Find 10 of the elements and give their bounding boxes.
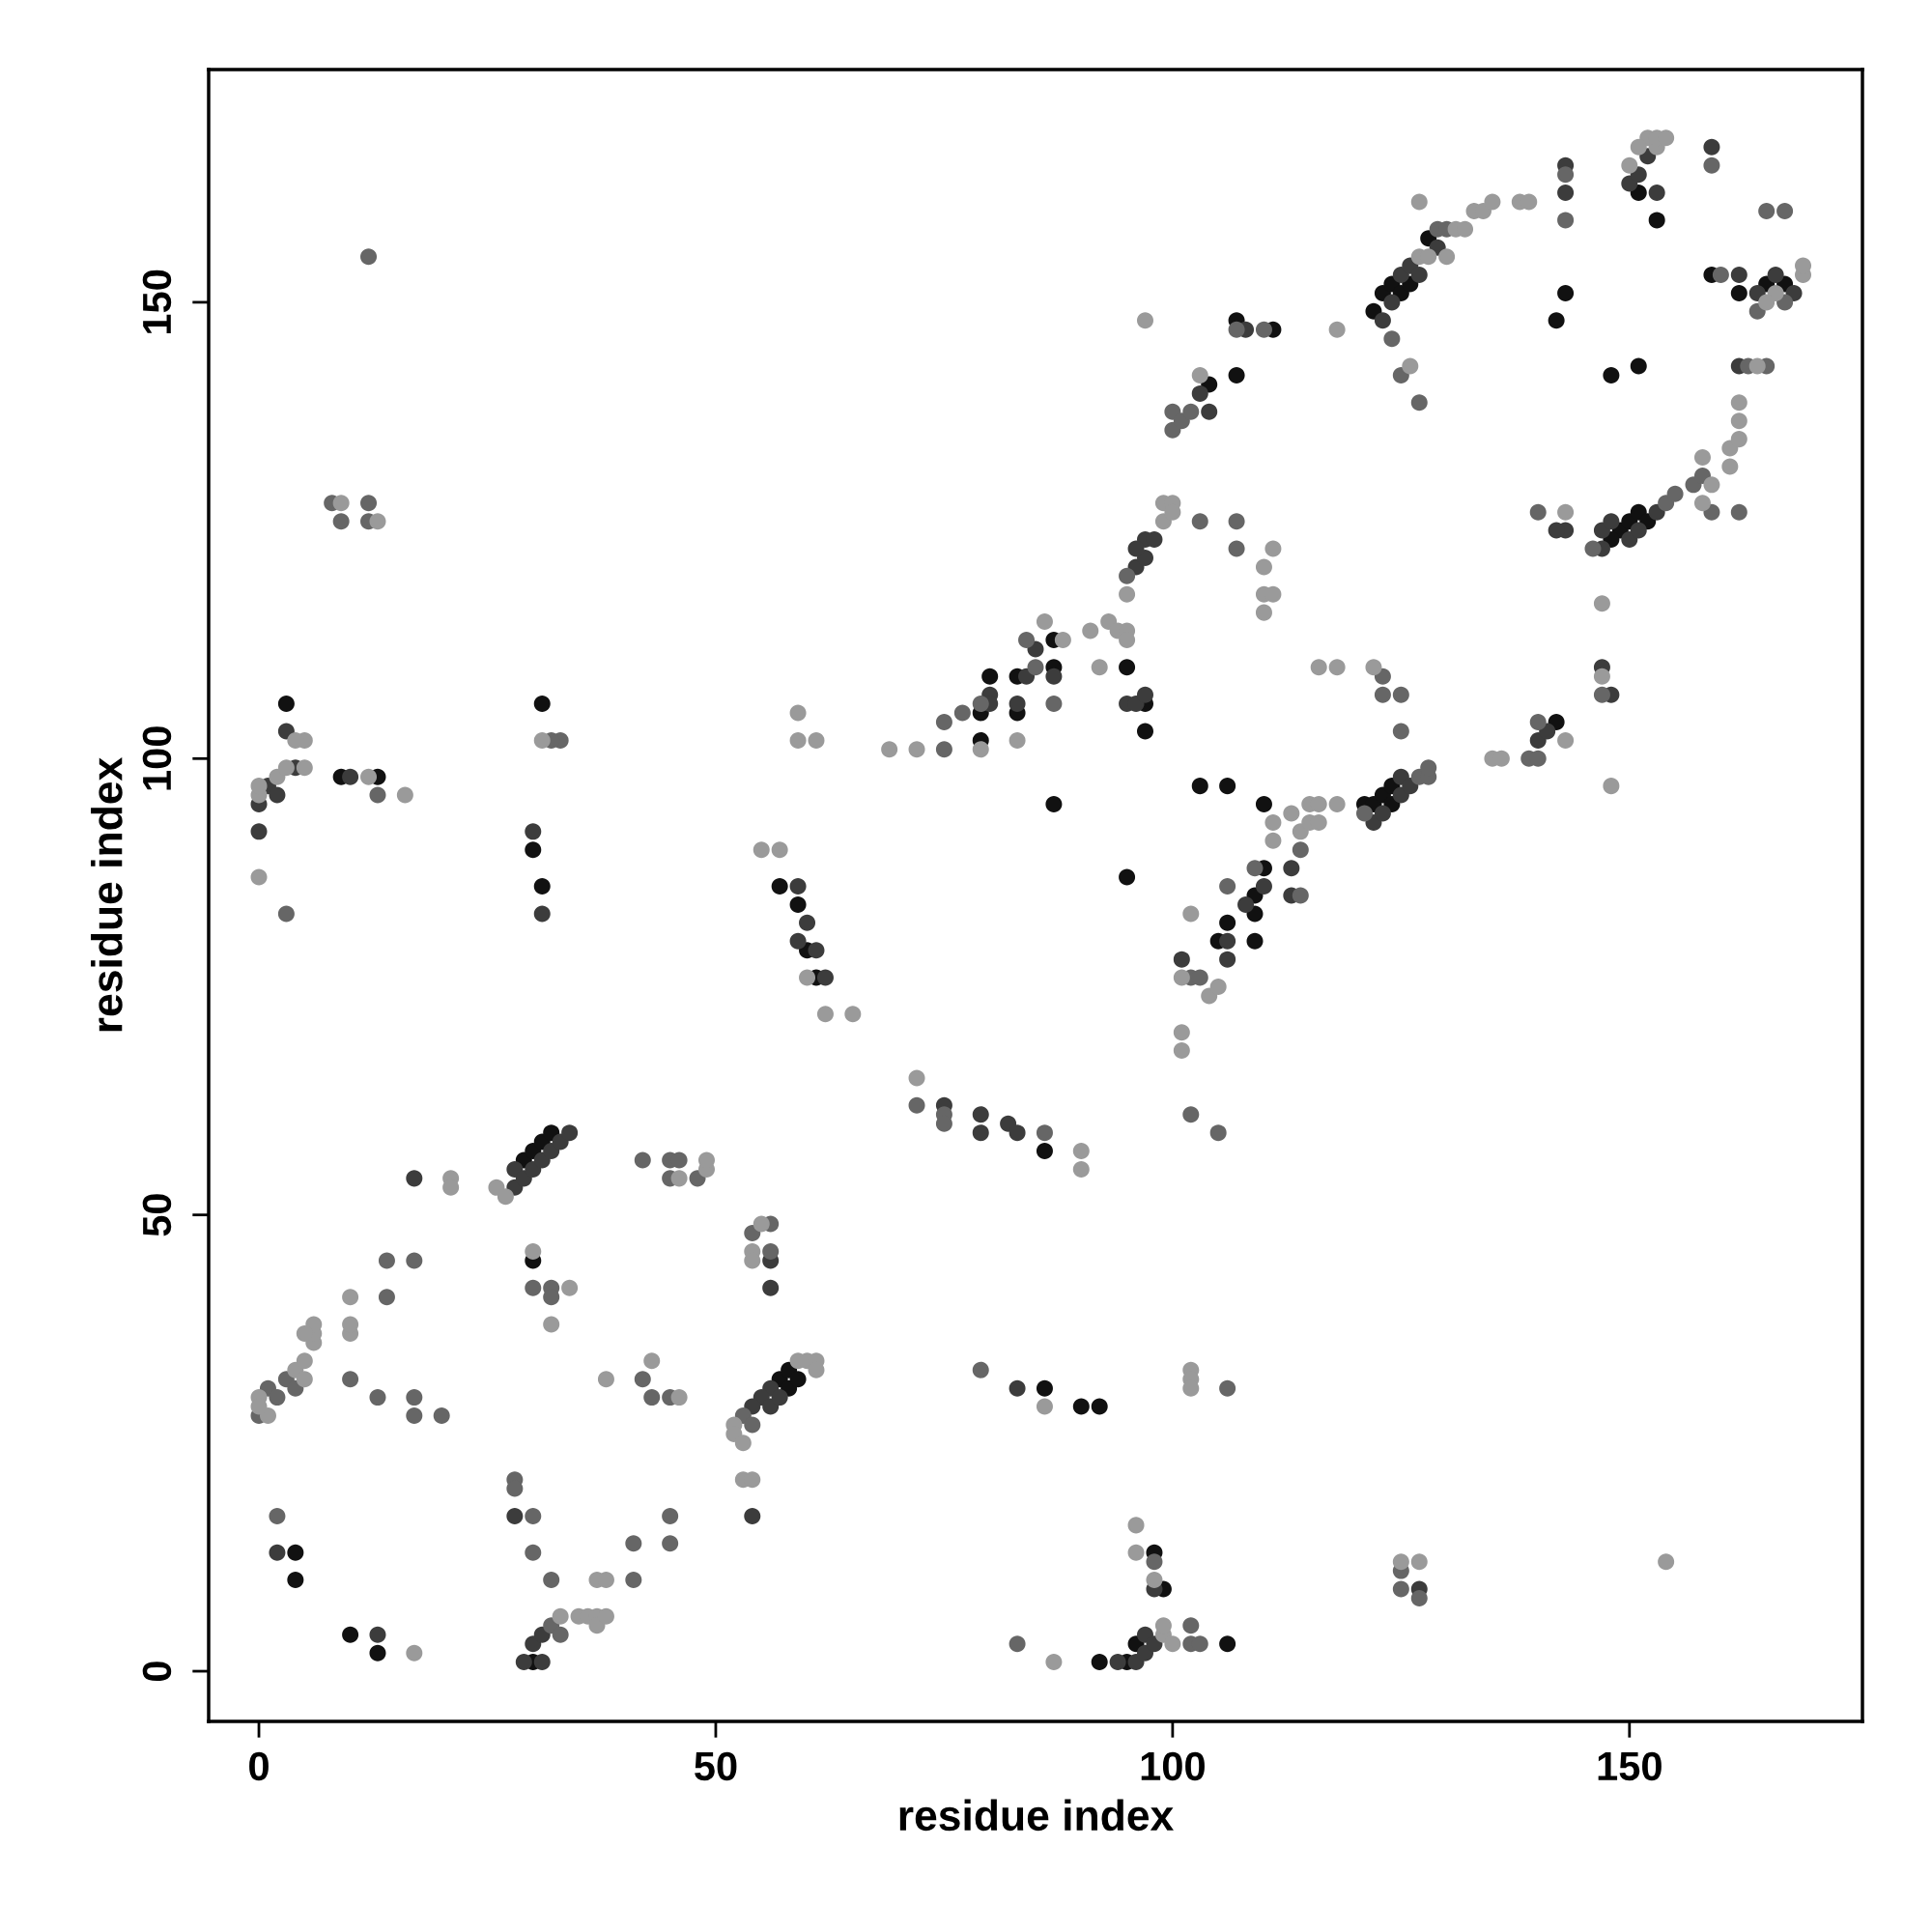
y-tick-label: 50 (142, 1194, 172, 1236)
x-tick-label: 0 (249, 1751, 269, 1781)
x-axis-title: residue index (899, 1799, 1174, 1832)
y-tick-label: 100 (142, 726, 172, 790)
y-tick-label: 150 (142, 270, 172, 334)
y-axis-title: residue index (91, 757, 123, 1032)
x-tick-label: 50 (695, 1751, 737, 1781)
y-tick-label: 0 (142, 1662, 172, 1681)
x-tick-label: 150 (1598, 1751, 1662, 1781)
x-tick-label: 100 (1141, 1751, 1205, 1781)
